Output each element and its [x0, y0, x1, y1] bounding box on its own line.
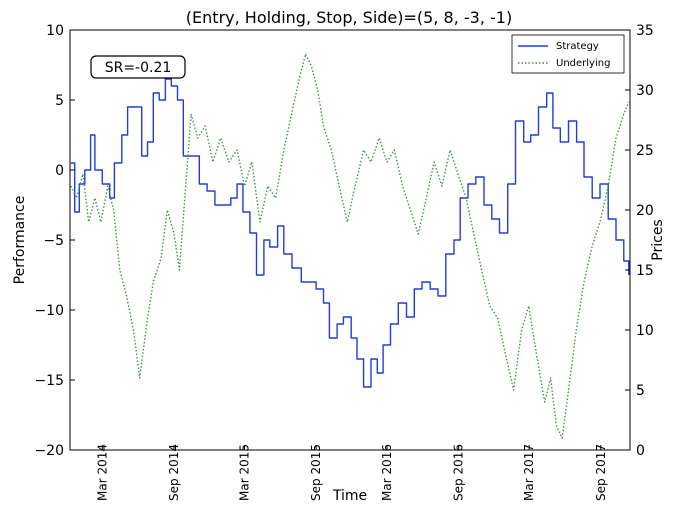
- right-tick-label: 30: [636, 83, 654, 99]
- x-tick-label: Mar 2017: [522, 444, 536, 501]
- plot-area: −20 −15 −10 −5 0 5 10 0 5 10 15 20 25 30 35 Mar 2014 S…: [34, 23, 653, 501]
- right-tick-label: 20: [636, 203, 654, 219]
- underlying-series-line: [70, 53, 630, 439]
- right-tick-label: 15: [636, 263, 654, 279]
- right-tick-label: 10: [636, 323, 654, 339]
- legend-box: [511, 34, 625, 74]
- right-tick-label: 25: [636, 143, 654, 159]
- left-tick-label: 0: [55, 163, 64, 179]
- left-axis: −20 −15 −10 −5 0 5 10: [34, 23, 75, 459]
- series-layer: [70, 53, 630, 439]
- x-tick-label: Mar 2014: [95, 444, 109, 501]
- x-axis-label: Time: [332, 488, 367, 504]
- left-tick-label: −15: [34, 373, 64, 389]
- x-tick-label: Sep 2017: [594, 444, 608, 501]
- right-axis: 0 5 10 15 20 25 30 35: [625, 23, 654, 459]
- legend: Strategy Underlying: [511, 34, 625, 74]
- x-tick-label: Mar 2016: [380, 444, 394, 501]
- y-axis-label: Performance: [12, 196, 28, 285]
- left-tick-label: −5: [43, 233, 64, 249]
- right-tick-label: 0: [636, 443, 645, 459]
- sr-annotation-box: [90, 55, 186, 79]
- left-tick-label: −10: [34, 303, 64, 319]
- y-axis-right-label: Prices: [650, 219, 666, 260]
- x-axis: Mar 2014 Sep 2014 Mar 2015 Sep 2015 Mar 2016…: [95, 444, 607, 501]
- legend-strategy-label: Strategy: [556, 41, 599, 52]
- strategy-series-line: [70, 78, 630, 388]
- left-tick-label: 10: [46, 23, 64, 39]
- x-tick-label: Sep 2016: [452, 444, 466, 501]
- sr-annotation-text: SR=-0.21: [105, 60, 172, 76]
- x-tick-label: Sep 2014: [167, 444, 181, 501]
- left-tick-label: 5: [55, 93, 64, 109]
- sr-annotation: SR=-0.21: [90, 55, 186, 79]
- legend-underlying-label: Underlying: [556, 58, 610, 69]
- right-tick-label: 5: [636, 383, 645, 399]
- right-tick-label: 35: [636, 23, 654, 39]
- left-tick-label: −20: [34, 443, 64, 459]
- x-tick-label: Mar 2015: [237, 444, 251, 501]
- x-tick-label: Sep 2015: [309, 444, 323, 501]
- chart-title: (Entry, Holding, Stop, Side)=(5, 8, -3, …: [186, 8, 512, 27]
